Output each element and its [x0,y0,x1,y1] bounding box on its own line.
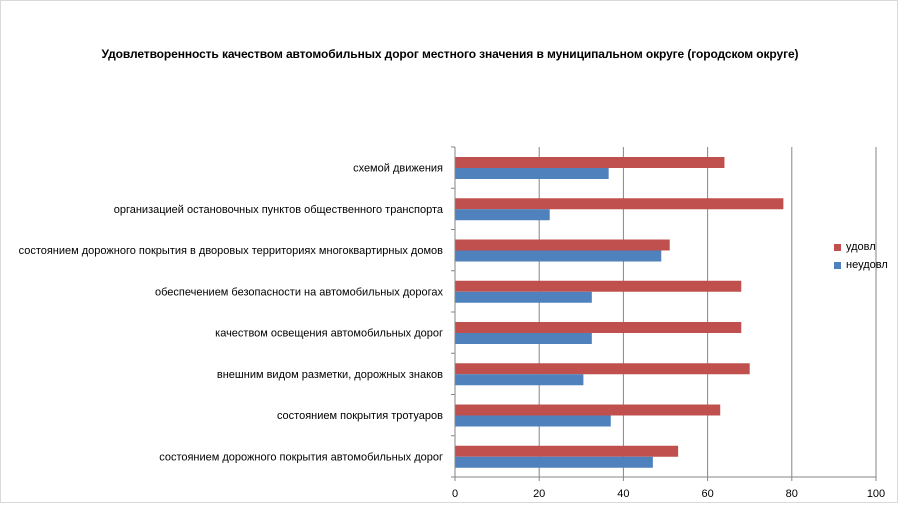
bar-unsatisfied [455,250,662,262]
bar-unsatisfied [455,209,550,221]
bar-satisfied [455,322,742,333]
bar-unsatisfied [455,333,592,344]
legend-label-satisfied: удовл [846,241,876,253]
category-label: обеспечением безопасности на автомобильн… [155,286,443,298]
x-tick-label: 40 [617,488,629,500]
x-tick-label: 0 [452,488,458,500]
bar-unsatisfied [455,168,609,179]
bar-satisfied [455,404,721,416]
bar-unsatisfied [455,456,653,468]
legend-item-unsatisfied: неудовл [834,256,888,274]
category-label: качеством освещения автомобильных дорог [215,328,443,340]
legend: удовл неудовл [834,238,888,274]
x-tick-label: 60 [701,488,713,500]
chart-title: Удовлетворенность качеством автомобильны… [101,47,799,61]
bar-unsatisfied [455,374,584,386]
x-tick-label: 100 [867,488,885,500]
legend-item-satisfied: удовл [834,238,888,256]
x-tick-label: 80 [786,488,798,500]
category-label: состоянием дорожного покрытия в дворовых… [19,245,444,257]
category-label: схемой движения [353,163,443,175]
bar-satisfied [455,280,742,292]
bar-satisfied [455,363,750,375]
bar-unsatisfied [455,291,592,303]
legend-label-unsatisfied: неудовл [846,259,888,271]
bar-satisfied [455,157,725,168]
category-label: состоянием покрытия тротуаров [277,410,443,422]
bar-satisfied [455,445,679,457]
x-tick-label: 20 [533,488,545,500]
category-label: состоянием дорожного покрытия автомобиль… [159,451,443,463]
legend-swatch-unsatisfied [834,261,841,269]
bar-satisfied [455,239,670,251]
bar-satisfied [455,198,784,210]
category-label: внешним видом разметки, дорожных знаков [217,369,443,381]
bar-unsatisfied [455,415,611,427]
legend-swatch-satisfied [834,243,841,251]
category-label: организацией остановочных пунктов общест… [114,204,444,216]
